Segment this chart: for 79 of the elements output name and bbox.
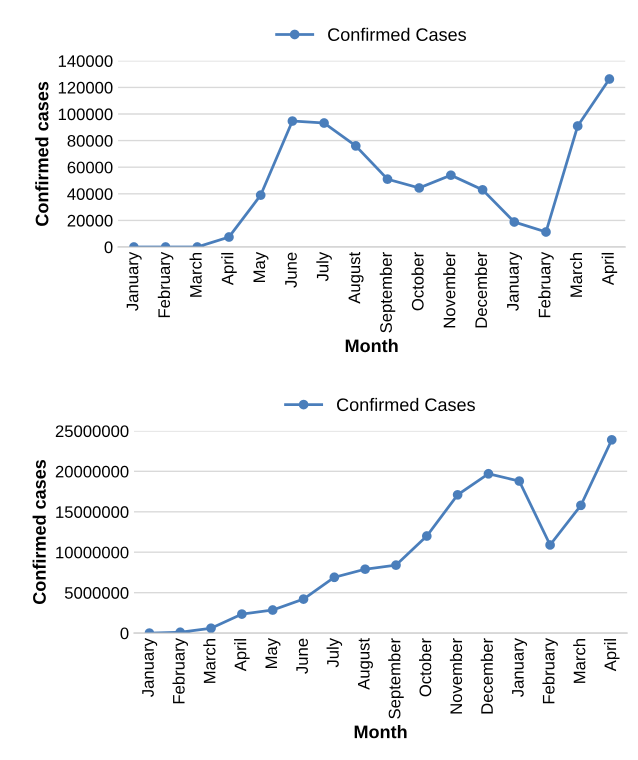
x-tick-label: December (474, 252, 488, 328)
x-tick-label: July (326, 638, 342, 668)
x-tick-label: January (512, 638, 528, 697)
y-tick-label: 40000 (67, 188, 113, 200)
x-axis-title: Month (346, 338, 398, 352)
point (606, 434, 617, 445)
point (509, 217, 520, 227)
point (414, 183, 424, 193)
point (237, 609, 247, 619)
x-tick-label: April (604, 639, 620, 672)
point (391, 560, 401, 570)
y-axis-title: Confirmed cases (32, 460, 46, 604)
point (576, 500, 586, 510)
y-tick-label: 60000 (68, 162, 113, 174)
point (268, 605, 278, 615)
point (545, 540, 555, 550)
y-tick-label: 80000 (68, 135, 113, 147)
x-tick-label: June (285, 252, 297, 288)
x-axis-title: Month (354, 725, 407, 738)
point (256, 190, 266, 200)
point (422, 531, 432, 541)
point (382, 174, 392, 184)
point (478, 184, 488, 195)
y-tick-label: 25000000 (56, 425, 128, 438)
x-tick-label: July (316, 252, 332, 282)
y-tick-label: 20000 (68, 214, 113, 227)
y-tick-label: 15000000 (56, 506, 128, 518)
x-tick-label: October (411, 252, 424, 310)
x-tick-label: March (203, 639, 216, 683)
point (360, 564, 370, 574)
point (288, 116, 298, 126)
x-tick-label: October (419, 638, 432, 696)
point (206, 623, 216, 634)
y-tick-label: 10000000 (56, 546, 128, 558)
x-tick-label: February (172, 638, 188, 704)
x-tick-label: January (507, 252, 522, 311)
x-tick-label: April (602, 252, 618, 286)
y-tick-label: 0 (120, 627, 128, 640)
point (329, 572, 340, 582)
point (604, 74, 614, 84)
x-tick-label: May (254, 252, 268, 282)
x-tick-label: January (126, 252, 142, 311)
point (541, 227, 551, 237)
x-tick-label: April (221, 252, 237, 286)
x-tick-label: January (142, 638, 158, 697)
point (572, 121, 583, 131)
point (514, 476, 524, 486)
point (484, 468, 494, 479)
x-tick-label: September (388, 638, 404, 719)
x-tick-label: March (190, 252, 202, 297)
y-axis-title: Confirmed cases (35, 82, 48, 226)
legend-label: Confirmed Cases (337, 398, 475, 412)
point (446, 170, 456, 180)
x-tick-label: December (480, 638, 493, 714)
x-tick-label: June (296, 638, 308, 674)
point (452, 490, 462, 500)
point (350, 141, 361, 151)
x-tick-label: November (443, 252, 456, 328)
point (298, 594, 308, 604)
x-tick-label: March (570, 252, 582, 297)
point (224, 232, 234, 242)
y-tick-label: 140000 (58, 55, 113, 68)
x-tick-label: May (266, 638, 280, 668)
x-tick-label: August (348, 252, 364, 304)
x-tick-label: November (450, 638, 462, 714)
x-tick-label: April (234, 639, 250, 672)
x-tick-label: February (542, 638, 558, 704)
y-tick-label: 20000000 (56, 466, 128, 478)
y-tick-label: 0 (104, 241, 113, 254)
x-tick-label: February (538, 252, 554, 318)
x-tick-label: February (158, 252, 174, 318)
legend-label: Confirmed Cases (328, 28, 466, 41)
x-tick-label: September (380, 252, 396, 333)
point (319, 118, 329, 128)
y-tick-label: 120000 (58, 82, 113, 94)
y-tick-label: 5000000 (64, 587, 128, 599)
x-tick-label: August (358, 638, 373, 690)
y-tick-label: 100000 (58, 108, 113, 120)
x-tick-label: March (573, 639, 586, 683)
